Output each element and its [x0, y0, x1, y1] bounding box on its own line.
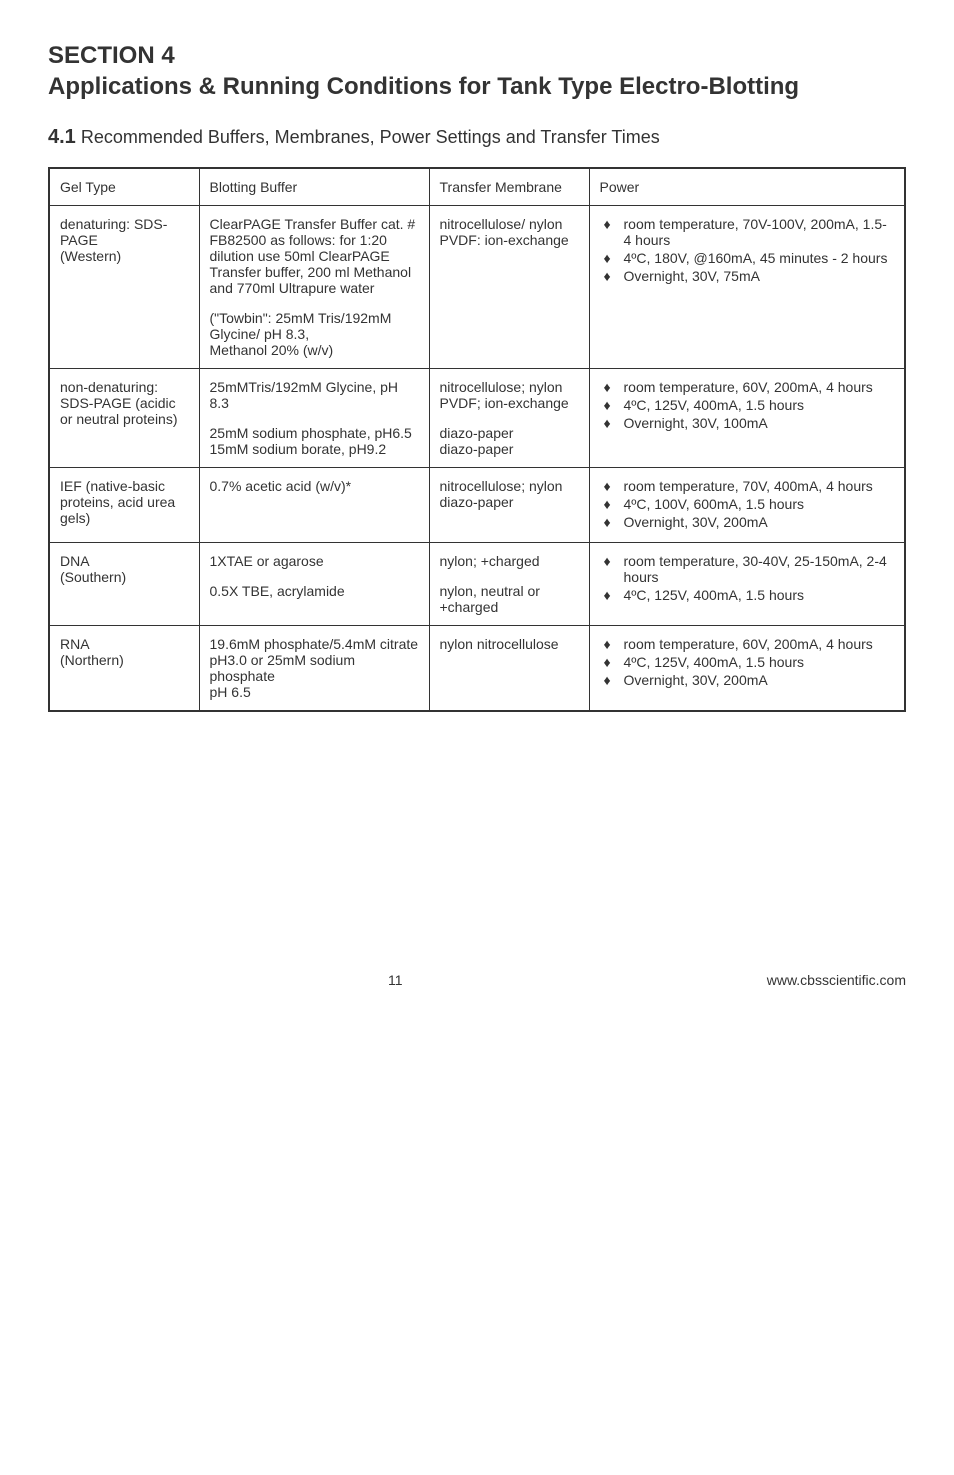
footer-url: www.cbsscientific.com [767, 972, 906, 988]
table-header-row: Gel Type Blotting Buffer Transfer Membra… [49, 168, 905, 206]
cell-transfer-membrane: nitrocellulose; nylon PVDF; ion-exchange… [429, 369, 589, 468]
power-bullet: Overnight, 30V, 100mA [600, 415, 895, 431]
table-row: IEF (native-basic proteins, acid urea ge… [49, 468, 905, 543]
page-footer: 11 www.cbsscientific.com [48, 972, 906, 988]
cell-gel-type: DNA(Southern) [49, 543, 199, 626]
cell-blotting-buffer: 1XTAE or agarose0.5X TBE, acrylamide [199, 543, 429, 626]
page-number: 11 [48, 972, 403, 988]
cell-transfer-membrane: nylon nitrocellulose [429, 626, 589, 712]
power-bullet: Overnight, 30V, 75mA [600, 268, 895, 284]
subsection-title: Recommended Buffers, Membranes, Power Se… [81, 127, 660, 147]
power-bullet: 4ºC, 125V, 400mA, 1.5 hours [600, 397, 895, 413]
table-row: DNA(Southern)1XTAE or agarose0.5X TBE, a… [49, 543, 905, 626]
col-header-membrane: Transfer Membrane [429, 168, 589, 206]
section-title: Applications & Running Conditions for Ta… [48, 71, 906, 102]
subsection-heading: 4.1 Recommended Buffers, Membranes, Powe… [48, 126, 906, 149]
col-header-gel: Gel Type [49, 168, 199, 206]
power-bullet: 4ºC, 180V, @160mA, 45 minutes - 2 hours [600, 250, 895, 266]
cell-transfer-membrane: nitrocellulose; nylon diazo-paper [429, 468, 589, 543]
section-heading: SECTION 4 Applications & Running Conditi… [48, 40, 906, 102]
power-bullet: room temperature, 60V, 200mA, 4 hours [600, 379, 895, 395]
power-bullet: 4ºC, 125V, 400mA, 1.5 hours [600, 587, 895, 603]
cell-transfer-membrane: nylon; +chargednylon, neutral or +charge… [429, 543, 589, 626]
cell-transfer-membrane: nitrocellulose/ nylon PVDF: ion-exchange [429, 206, 589, 369]
section-number: SECTION 4 [48, 40, 906, 71]
cell-blotting-buffer: 0.7% acetic acid (w/v)* [199, 468, 429, 543]
cell-power: room temperature, 70V-100V, 200mA, 1.5- … [589, 206, 905, 369]
power-bullet: room temperature, 60V, 200mA, 4 hours [600, 636, 895, 652]
power-bullet: room temperature, 30-40V, 25-150mA, 2-4 … [600, 553, 895, 585]
cell-power: room temperature, 60V, 200mA, 4 hours 4ºC… [589, 369, 905, 468]
subsection-number: 4.1 [48, 126, 76, 148]
power-bullet: room temperature, 70V-100V, 200mA, 1.5- … [600, 216, 895, 248]
col-header-power: Power [589, 168, 905, 206]
cell-power: room temperature, 70V, 400mA, 4 hours 4ºC… [589, 468, 905, 543]
cell-blotting-buffer: 25mMTris/192mM Glycine, pH 8.325mM sodiu… [199, 369, 429, 468]
table-row: denaturing: SDS-PAGE(Western)ClearPAGE T… [49, 206, 905, 369]
cell-gel-type: denaturing: SDS-PAGE(Western) [49, 206, 199, 369]
buffers-table: Gel Type Blotting Buffer Transfer Membra… [48, 167, 906, 712]
table-row: RNA(Northern)19.6mM phosphate/5.4mM citr… [49, 626, 905, 712]
table-row: non-denaturing: SDS-PAGE (acidic or neut… [49, 369, 905, 468]
cell-blotting-buffer: 19.6mM phosphate/5.4mM citratepH3.0 or 2… [199, 626, 429, 712]
power-bullet: 4ºC, 125V, 400mA, 1.5 hours [600, 654, 895, 670]
cell-blotting-buffer: ClearPAGE Transfer Buffer cat. # FB82500… [199, 206, 429, 369]
power-bullet: Overnight, 30V, 200mA [600, 514, 895, 530]
power-bullet: Overnight, 30V, 200mA [600, 672, 895, 688]
col-header-buffer: Blotting Buffer [199, 168, 429, 206]
cell-gel-type: non-denaturing: SDS-PAGE (acidic or neut… [49, 369, 199, 468]
cell-gel-type: RNA(Northern) [49, 626, 199, 712]
cell-gel-type: IEF (native-basic proteins, acid urea ge… [49, 468, 199, 543]
power-bullet: room temperature, 70V, 400mA, 4 hours [600, 478, 895, 494]
cell-power: room temperature, 60V, 200mA, 4 hours 4ºC… [589, 626, 905, 712]
power-bullet: 4ºC, 100V, 600mA, 1.5 hours [600, 496, 895, 512]
cell-power: room temperature, 30-40V, 25-150mA, 2-4 … [589, 543, 905, 626]
